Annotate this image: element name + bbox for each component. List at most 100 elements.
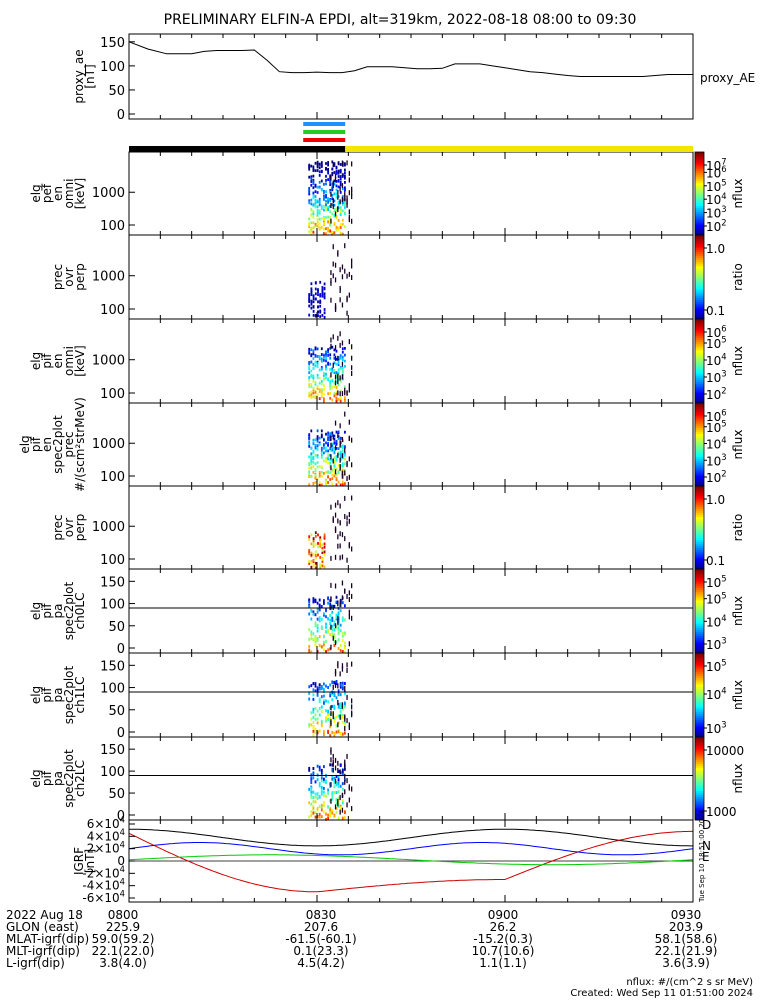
spectrogram-cell [316,165,319,169]
colorbar-cell [695,703,704,706]
spectrogram-cell [330,191,332,197]
spectrogram-cell [312,539,315,543]
spectrogram-cell [323,701,325,705]
colorbar-cell [695,403,704,406]
spectrogram-cell [333,199,336,203]
spectrogram-cell [308,313,311,317]
spectrogram-cell [333,434,336,438]
spectrogram-cell [337,335,339,341]
spectrogram-cell [337,171,340,175]
spectrogram-cell [339,644,342,647]
colorbar-cell [695,371,704,375]
spectrogram-cell [344,457,346,461]
spectrogram-cell [333,776,336,780]
chart-title: PRELIMINARY ELFIN-A EPDI, alt=319km, 202… [164,12,637,28]
colorbar-cell [695,448,704,452]
colorbar-cell [695,222,704,226]
spectrogram-cell [320,429,323,433]
spectrogram-cell [318,180,321,184]
colorbar-cell [695,245,704,249]
colorbar-cell [695,427,704,431]
spectrogram-cell [335,715,338,719]
spectrogram-cell [337,178,340,182]
spectrogram-cell [341,302,344,308]
spectrogram-cell [316,693,319,697]
spectrogram-cell [314,640,317,644]
spectrogram-cell [318,474,321,478]
colorbar-cell [695,340,704,343]
spectrogram-cell [334,380,337,386]
spectrogram-cell [325,639,327,643]
colorbar-cell [695,558,704,562]
spectrogram-cell [330,175,332,181]
colorbar-cell [695,434,704,437]
spectrogram-cell [323,232,325,235]
spectrogram-cell [330,454,332,460]
colorbar-cell [695,199,704,203]
spectrogram-cell [323,399,325,403]
spectrogram-cell [327,434,329,437]
spectrogram-cell [331,433,334,437]
colorbar-cell [695,396,704,400]
colorbar-cell [695,411,704,414]
colorbar-cell [695,459,704,462]
colorbar-cell [695,392,704,396]
ylabel-line: omni [62,179,76,209]
spectrogram-cell [308,724,311,728]
spectrogram-cell [341,274,344,280]
spectrogram-cell [323,472,325,475]
spectrogram-cell [329,799,332,803]
spectrogram-cell [310,773,313,777]
colorbar-cell [695,569,704,572]
spectrogram-cell [308,637,311,641]
colorbar-cell [695,214,704,217]
spectrogram-cell [337,600,339,606]
spectrogram-cell [312,804,315,808]
spectrogram-cell [314,360,317,364]
colorbar-cell [695,659,704,662]
spectrogram-cell [333,633,336,637]
spectrogram-cell [333,394,336,398]
spectrogram-cell [329,471,332,474]
spectrogram-cell [314,364,317,368]
spectrogram-cell [308,648,311,652]
colorbar-cell [695,581,704,585]
spectrogram-cell [308,383,311,386]
spectrogram-cell [351,365,353,371]
spectrogram-cell [341,264,344,270]
spectrogram-bg [129,319,693,403]
spectrogram-cell [332,162,334,168]
spectrogram-cell [339,331,341,337]
spectrogram-cell [308,455,311,459]
spectrogram-cell [344,196,346,202]
spectrogram-cell [314,395,317,399]
spectrogram-cell [310,458,313,462]
spectrogram-cell [348,387,350,393]
spectrogram-cell [308,351,311,355]
spectrogram-cell [314,201,317,205]
spectrogram-cell [308,598,311,602]
spectrogram-cell [316,362,319,365]
colorbar-cell [695,608,704,612]
spectrogram-cell [341,470,344,476]
colorbar-cell [695,571,704,574]
spectrogram-cell [308,371,311,374]
colorbar-cell [695,642,704,646]
spectrogram-cell [344,385,346,389]
spectrogram-cell [325,193,327,197]
spectrogram-cell [341,782,344,786]
spectrogram-cell [333,731,336,735]
spectrogram-cell [334,526,337,532]
spectrogram-cell [337,433,339,438]
colorbar-cell [695,183,704,186]
spectrogram-cell [317,314,319,317]
spectrogram-cell [341,391,344,397]
spectrogram-cell [310,221,313,225]
spectrogram-cell [329,384,332,387]
spectrogram-cell [337,799,339,804]
colorbar-cell [695,369,704,372]
spectrogram-cell [308,190,311,194]
panels: proxy_ae[nT]050100150proxy_AEelgpefenomn… [18,33,755,905]
spectrogram-cell [341,716,344,720]
spectrogram-cell [330,270,332,276]
